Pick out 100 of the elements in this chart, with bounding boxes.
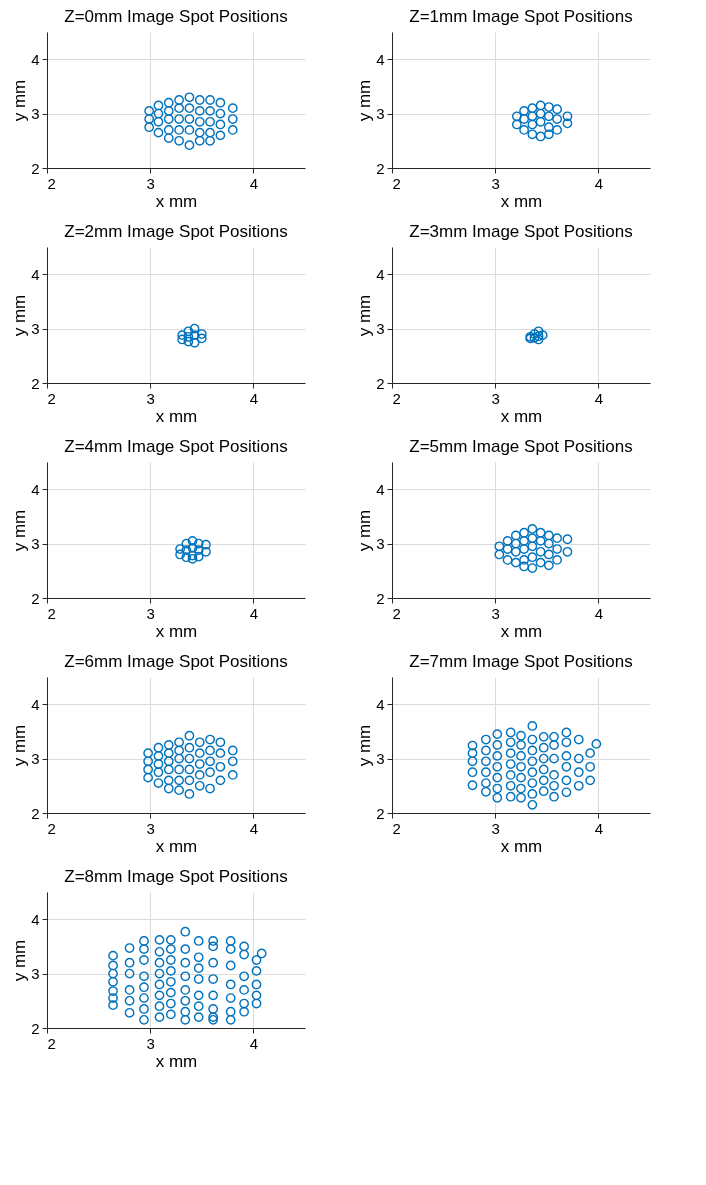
chart-title: Z=0mm Image Spot Positions <box>64 7 288 26</box>
y-axis-title: y mm <box>10 509 30 552</box>
point <box>543 560 554 571</box>
point <box>174 125 184 135</box>
point <box>527 129 538 140</box>
point <box>153 100 164 111</box>
point <box>163 106 174 116</box>
point <box>183 331 194 342</box>
point <box>177 334 188 345</box>
point <box>552 544 562 554</box>
chart-title: Z=7mm Image Spot Positions <box>409 652 633 671</box>
point <box>194 106 205 116</box>
point <box>194 135 205 146</box>
x-tick-label: 2 <box>392 604 401 622</box>
chart-title: Z=2mm Image Spot Positions <box>64 222 288 241</box>
point <box>502 555 513 565</box>
point <box>184 114 195 124</box>
y-tick-label: 3 <box>31 105 40 123</box>
x-axis-title: x mm <box>500 406 543 426</box>
x-tick-label: 4 <box>249 604 259 622</box>
point <box>153 127 164 138</box>
point <box>174 764 184 775</box>
point <box>552 555 562 565</box>
chart-title: Z=3mm Image Spot Positions <box>409 222 633 241</box>
y-tick-label: 2 <box>31 589 40 607</box>
point <box>163 748 174 759</box>
point <box>174 775 184 786</box>
y-tick-label: 4 <box>31 695 40 713</box>
point <box>205 745 215 756</box>
point <box>174 753 184 764</box>
point <box>527 533 538 544</box>
point <box>184 92 195 103</box>
point <box>194 737 205 748</box>
point <box>205 127 215 138</box>
point <box>543 122 554 133</box>
x-axis-title: x mm <box>155 836 198 856</box>
point <box>153 116 164 127</box>
point <box>184 730 195 741</box>
x-tick-label: 3 <box>491 819 500 837</box>
point <box>511 119 522 130</box>
point <box>535 108 546 119</box>
point <box>193 545 204 555</box>
point <box>494 549 505 560</box>
x-tick-label: 4 <box>249 174 259 192</box>
point <box>552 104 562 115</box>
point <box>201 539 211 550</box>
point <box>174 785 184 796</box>
point <box>163 97 174 108</box>
point <box>227 125 238 135</box>
point <box>510 538 521 549</box>
point <box>519 527 529 538</box>
point <box>174 737 184 748</box>
x-tick-label: 2 <box>47 1034 56 1052</box>
point <box>543 549 554 560</box>
point <box>519 561 529 572</box>
point <box>205 767 215 778</box>
point <box>510 546 521 557</box>
y-tick-label: 3 <box>376 105 385 123</box>
point <box>535 536 546 546</box>
y-tick-label: 2 <box>31 804 40 822</box>
point <box>189 337 200 348</box>
chart-title: Z=1mm Image Spot Positions <box>409 7 633 26</box>
point <box>181 545 192 555</box>
point <box>215 748 226 759</box>
point <box>535 527 546 538</box>
y-tick-label: 4 <box>376 265 385 283</box>
point <box>153 767 164 778</box>
point <box>153 778 164 788</box>
point <box>205 783 215 794</box>
x-tick-label: 4 <box>249 1034 259 1052</box>
point <box>143 772 154 783</box>
point <box>194 770 205 780</box>
y-tick-label: 2 <box>31 159 40 177</box>
point <box>205 106 215 116</box>
point <box>227 770 238 780</box>
point <box>552 125 562 135</box>
point <box>183 326 194 337</box>
point <box>189 323 200 334</box>
point <box>510 557 521 568</box>
point <box>519 544 529 554</box>
point <box>205 135 215 146</box>
y-tick-label: 2 <box>376 804 385 822</box>
point <box>184 789 195 799</box>
point <box>194 116 205 127</box>
point <box>527 552 538 563</box>
y-tick-label: 4 <box>31 480 40 498</box>
point <box>519 106 529 116</box>
point <box>529 332 540 343</box>
point <box>193 551 204 562</box>
point <box>194 95 205 105</box>
point <box>527 119 538 130</box>
x-axis-title: x mm <box>500 621 543 641</box>
point <box>535 100 546 111</box>
point <box>193 538 204 549</box>
point <box>527 103 538 114</box>
point <box>535 131 546 142</box>
point <box>174 745 184 756</box>
x-tick-label: 3 <box>146 1034 155 1052</box>
point <box>201 546 211 557</box>
point <box>205 116 215 127</box>
